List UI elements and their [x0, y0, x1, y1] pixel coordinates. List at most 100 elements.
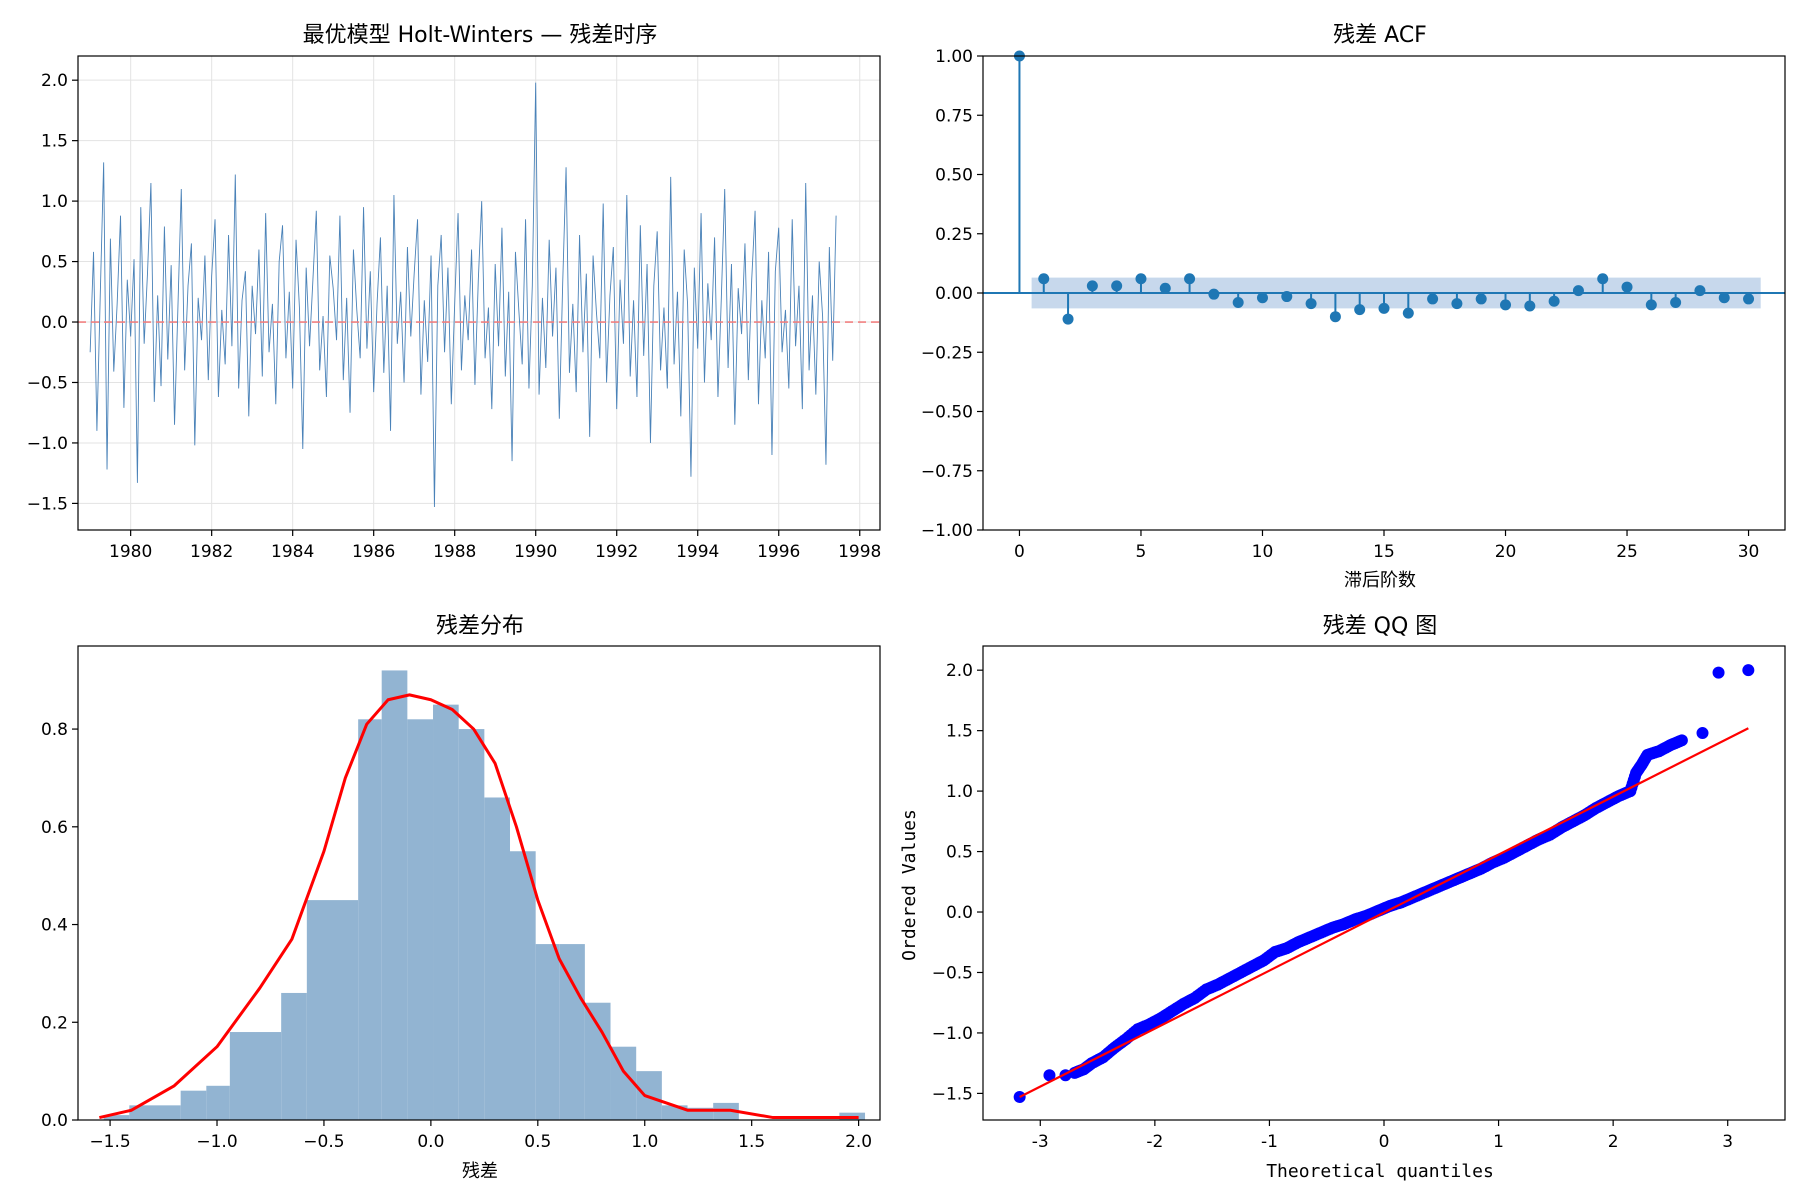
qq-plot-panel: 残差 QQ 图 Theoretical quantiles Ordered Va… [899, 614, 1786, 1182]
hist-bar-10 [358, 719, 382, 1120]
qq-xtick-label-2: -1 [1261, 1132, 1278, 1152]
acf-marker-22 [1548, 295, 1560, 307]
hist-bar-5 [229, 1032, 256, 1120]
acf-marker-25 [1621, 281, 1633, 293]
acf-marker-24 [1597, 273, 1609, 285]
ts-ytick-label-2: −0.5 [27, 373, 68, 393]
acf-xtick-label-2: 10 [1252, 542, 1274, 562]
acf-ytick-label-5: 0.25 [935, 225, 973, 245]
acf-marker-9 [1232, 296, 1244, 308]
ts-xtick-label-8: 1996 [757, 542, 800, 562]
residual-distribution-panel: 残差分布 残差 −1.5 −1.0 −0.5 0.0 0.5 1.0 1.5 2.0 0.0 0.… [41, 614, 881, 1182]
acf-ytick-label-1: −0.75 [921, 462, 973, 482]
qq-ytick-label-2: −0.5 [932, 963, 973, 983]
ts-ytick-label-4: 0.5 [41, 253, 68, 273]
qq-xtick-label-6: 3 [1722, 1132, 1733, 1152]
acf-marker-26 [1645, 299, 1657, 311]
ts-xtick-label-4: 1988 [433, 542, 476, 562]
acf-panel: 残差 ACF 滞后阶数 0 5 10 15 20 25 30 −1.00 −0.75 −0.50 −… [921, 23, 1786, 591]
acf-xtick-label-6: 30 [1738, 542, 1760, 562]
hist-bar-12 [407, 719, 434, 1120]
acf-ytick-label-7: 0.75 [935, 106, 973, 126]
acf-marker-2 [1062, 313, 1074, 325]
hist-xtick-label-4: 0.5 [524, 1132, 551, 1152]
qq-plot-title: 残差 QQ 图 [1323, 614, 1438, 639]
hist-ytick-label-3: 0.6 [41, 818, 68, 838]
hist-bar-7 [281, 992, 307, 1120]
qq-point-61 [1742, 664, 1755, 677]
acf-ytick-label-6: 0.50 [935, 166, 973, 186]
acf-xtick-label-1: 5 [1136, 542, 1147, 562]
ts-ytick-label-6: 1.5 [41, 132, 68, 152]
hist-bar-0 [103, 1115, 130, 1120]
hist-bar-20 [610, 1046, 637, 1120]
qq-ytick-label-1: −1.0 [932, 1024, 973, 1044]
ts-xtick-label-5: 1990 [514, 542, 557, 562]
acf-marker-8 [1208, 288, 1220, 300]
qq-axes-frame [982, 645, 1786, 1121]
qq-fit-line [1019, 727, 1749, 1099]
acf-ytick-label-8: 1.00 [935, 47, 973, 67]
hist-xtick-label-7: 2.0 [845, 1132, 872, 1152]
acf-marker-28 [1694, 285, 1706, 297]
acf-marker-19 [1475, 293, 1487, 305]
acf-xtick-label-3: 15 [1373, 542, 1395, 562]
ts-ytick-label-3: 0.0 [41, 313, 68, 333]
ts-xtick-label-1: 1982 [190, 542, 233, 562]
hist-bar-18 [559, 944, 585, 1120]
acf-ytick-label-0: −1.00 [921, 521, 973, 541]
hist-ytick-label-2: 0.4 [41, 916, 68, 936]
acf-marker-23 [1572, 285, 1584, 297]
acf-marker-7 [1184, 273, 1196, 285]
qq-ytick-label-5: 1.0 [946, 782, 973, 802]
hist-ytick-label-4: 0.8 [41, 720, 68, 740]
acf-xtick-label-0: 0 [1014, 542, 1025, 562]
acf-marker-14 [1354, 304, 1366, 316]
hist-xtick-label-3: 0.0 [417, 1132, 444, 1152]
qq-plot-ylabel: Ordered Values [899, 809, 920, 961]
acf-marker-30 [1743, 293, 1755, 305]
acf-marker-5 [1135, 273, 1147, 285]
qq-plot-xlabel: Theoretical quantiles [1266, 1161, 1494, 1182]
acf-marker-6 [1159, 282, 1171, 294]
hist-xtick-label-1: −1.0 [196, 1132, 237, 1152]
acf-marker-29 [1718, 292, 1730, 304]
qq-xtick-label-4: 1 [1493, 1132, 1504, 1152]
qq-xtick-label-0: -3 [1032, 1132, 1049, 1152]
hist-bar-16 [510, 851, 536, 1120]
hist-bar-11 [381, 670, 408, 1120]
acf-ytick-label-3: −0.25 [921, 343, 973, 363]
acf-marker-20 [1500, 299, 1512, 311]
acf-marker-17 [1427, 293, 1439, 305]
qq-point-58-0 [1675, 734, 1688, 747]
acf-marker-4 [1111, 280, 1123, 292]
hist-bar-13 [433, 704, 459, 1120]
kde-curve [99, 693, 859, 1120]
ts-xtick-label-3: 1986 [352, 542, 395, 562]
ts-ytick-label-7: 2.0 [41, 71, 68, 91]
ts-axes-frame [77, 55, 881, 531]
hist-axes-frame [77, 645, 881, 1121]
acf-marker-15 [1378, 302, 1390, 314]
acf-marker-10 [1256, 292, 1268, 304]
acf-xlabel: 滞后阶数 [1344, 570, 1416, 591]
hist-bar-3 [180, 1090, 207, 1120]
hist-bar-9 [332, 900, 359, 1120]
acf-xtick-label-5: 25 [1616, 542, 1638, 562]
hist-ytick-label-1: 0.2 [41, 1013, 68, 1033]
hist-xtick-label-5: 1.0 [631, 1132, 658, 1152]
qq-ytick-label-7: 2.0 [946, 661, 973, 681]
hist-bar-17 [535, 944, 560, 1120]
acf-ytick-label-2: −0.50 [921, 403, 973, 423]
qq-point-1-0 [1043, 1069, 1056, 1082]
residual-timeseries-panel: 最优模型 Holt-Winters — 残差时序 1980 1982 1984 198… [27, 23, 882, 562]
qq-point-59-0 [1696, 727, 1709, 740]
acf-ytick-label-4: 0.00 [935, 284, 973, 304]
ts-xtick-label-2: 1984 [271, 542, 314, 562]
acf-axes-frame [982, 55, 1786, 531]
acf-xtick-label-4: 20 [1495, 542, 1517, 562]
hist-ytick-label-0: 0.0 [41, 1111, 68, 1131]
hist-xtick-label-0: −1.5 [89, 1132, 130, 1152]
qq-ytick-label-6: 1.5 [946, 722, 973, 742]
ts-ytick-label-5: 1.0 [41, 192, 68, 212]
